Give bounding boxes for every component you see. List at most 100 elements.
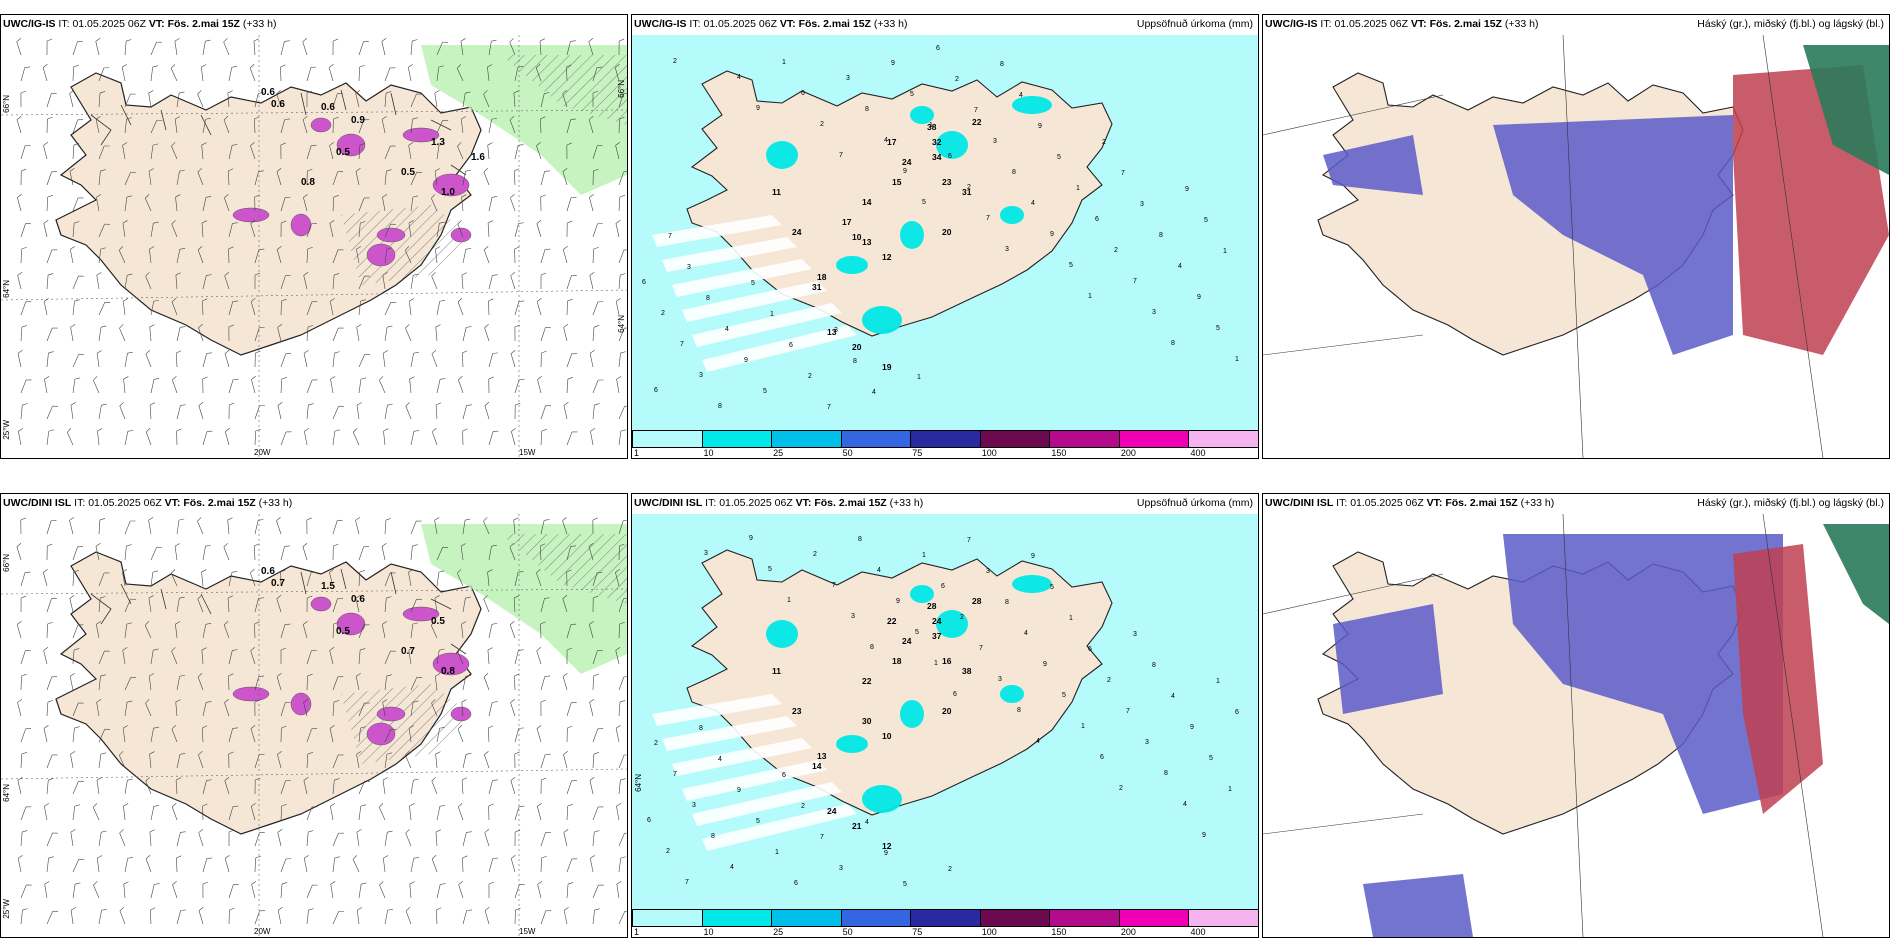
precip-value-small: 7	[820, 834, 824, 841]
wind-barb	[483, 246, 490, 264]
wind-barb	[618, 405, 627, 420]
wind-barb	[276, 517, 282, 535]
wind-barb	[384, 247, 393, 264]
wind-barb	[488, 117, 498, 134]
wind-barb	[176, 428, 182, 446]
wind-barb	[592, 403, 600, 420]
wind-barb	[98, 572, 110, 587]
wind-barb	[460, 38, 466, 56]
wind-barb	[98, 223, 110, 238]
wind-barb	[306, 571, 317, 587]
wind-barb	[202, 274, 212, 290]
wind-barb	[436, 883, 446, 899]
wind-barb	[18, 428, 24, 446]
precip-value-small: 4	[1178, 263, 1182, 270]
wind-barb	[174, 116, 181, 134]
wind-barb	[462, 428, 468, 446]
precip-value-label: 18	[817, 272, 827, 282]
precip-value-label: 28	[927, 601, 937, 611]
wind-barb	[150, 378, 160, 394]
wind-barb	[145, 699, 152, 717]
wind-barb	[280, 545, 290, 561]
precip-value-small: 3	[993, 138, 997, 145]
wind-barb	[171, 647, 178, 665]
wind-barb	[280, 118, 291, 134]
wind-barb	[616, 376, 622, 394]
wind-barb	[329, 725, 335, 743]
wind-barb	[405, 324, 412, 342]
precip-value-small: 8	[706, 295, 710, 302]
wind-barb	[43, 647, 49, 665]
precip-value-small: 5	[756, 818, 760, 825]
wind-barb	[436, 907, 442, 925]
precip-value-small: 4	[865, 819, 869, 826]
wind-barb	[588, 116, 594, 134]
wind-barb	[46, 351, 54, 368]
wind-barb	[540, 116, 546, 134]
wind-barb	[20, 66, 31, 82]
wind-barb	[408, 142, 414, 160]
wind-barb	[615, 142, 621, 160]
precip-value-small: 5	[1209, 755, 1213, 762]
dry-streak	[692, 303, 842, 347]
precip-value-label: 10	[852, 232, 862, 242]
wind-barb	[592, 752, 600, 769]
wind-barb	[44, 376, 50, 394]
wind-barb	[384, 728, 397, 743]
wind-barb	[382, 699, 388, 717]
wind-barb	[72, 858, 85, 873]
wind-barb	[456, 64, 464, 82]
wind-barb	[540, 92, 550, 108]
wind-barb	[514, 649, 524, 665]
wind-barb	[17, 855, 23, 873]
wind-barb	[514, 324, 521, 342]
wind-barb	[144, 621, 152, 639]
wind-barb	[384, 67, 396, 82]
wind-barb	[224, 350, 230, 368]
precip-value-small: 8	[1012, 169, 1016, 176]
precip-value-label: 19	[882, 362, 892, 372]
wind-barb	[303, 777, 309, 795]
precip-value-small: 2	[808, 373, 812, 380]
wind-barb	[488, 544, 497, 561]
wind-barb	[280, 142, 286, 160]
wind-barb	[332, 676, 344, 691]
wind-barb	[43, 298, 49, 316]
mid-cloud-area	[1733, 544, 1823, 814]
wind-barb	[254, 405, 265, 420]
colorbar-swatch	[632, 909, 703, 927]
wind-barb	[227, 517, 233, 535]
wind-barb	[202, 779, 212, 795]
wind-barb	[72, 377, 81, 394]
wind-barb	[434, 595, 440, 613]
wind-barb	[410, 93, 422, 108]
wind-barb	[562, 246, 568, 264]
wind-barb	[511, 428, 516, 446]
wind-barb	[457, 569, 464, 587]
dry-streak	[702, 325, 857, 372]
panel-header: UWC/DINI ISL IT: 01.05.2025 06Z VT: Fös.…	[1265, 497, 1555, 509]
wind-barb	[69, 246, 75, 264]
wind-barb	[280, 64, 286, 82]
wind-barb	[431, 272, 438, 290]
wind-barb	[461, 699, 467, 717]
wind-barb	[514, 66, 524, 82]
wind-barb	[487, 647, 493, 665]
wind-barb	[384, 145, 396, 160]
wind-barb	[618, 598, 627, 613]
wind-barb	[384, 91, 392, 108]
wind-barb	[306, 517, 312, 535]
wind-barb	[487, 142, 493, 160]
wind-barb	[483, 168, 490, 186]
wind-barb	[384, 650, 396, 665]
wind-barb	[20, 650, 31, 665]
precip-value-small: 6	[1100, 754, 1104, 761]
wind-barb	[431, 194, 438, 212]
precip-value-label: 17	[887, 137, 897, 147]
wind-barb	[17, 699, 23, 717]
precip-value-small: 3	[1005, 246, 1009, 253]
precip-core	[910, 106, 934, 124]
wind-barb	[228, 300, 239, 316]
wind-barb	[197, 517, 204, 535]
precip-value-small: 9	[1185, 186, 1189, 193]
